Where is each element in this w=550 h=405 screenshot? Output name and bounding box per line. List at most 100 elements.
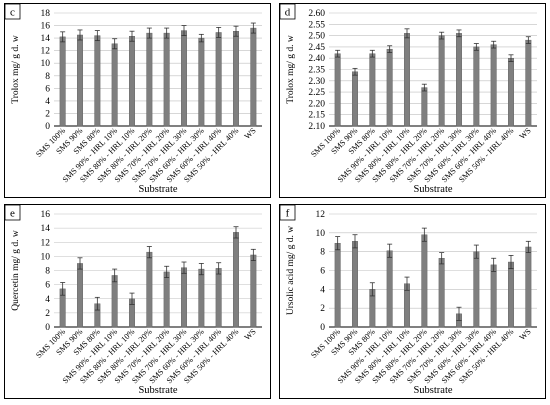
- y-tick-label: 0: [45, 122, 50, 132]
- y-tick-label: 6: [45, 281, 50, 291]
- y-tick-label: 2.45: [308, 43, 325, 53]
- bar: [490, 264, 497, 328]
- bar: [525, 39, 532, 127]
- bar: [215, 268, 222, 328]
- y-tick-label: 2.50: [308, 32, 325, 42]
- y-tick-label: 2.10: [308, 122, 325, 132]
- y-tick-label: 8: [320, 248, 325, 258]
- y-tick-label: 0: [320, 323, 325, 333]
- y-tick-label: 10: [41, 59, 51, 69]
- bar: [59, 36, 66, 127]
- bar: [421, 87, 428, 127]
- bar: [163, 271, 170, 328]
- y-tick-label: 2: [45, 109, 50, 119]
- panel-label-box: [279, 3, 296, 20]
- bar: [233, 232, 239, 328]
- bar: [77, 34, 83, 127]
- y-tick-label: 6: [45, 84, 50, 94]
- bar: [334, 53, 341, 127]
- y-tick-label: 18: [41, 9, 51, 19]
- y-tick-label: 6: [320, 267, 325, 277]
- panel-label-box: [4, 3, 21, 20]
- bar: [352, 241, 358, 328]
- bar: [77, 263, 83, 328]
- y-tick-label: 14: [41, 224, 51, 234]
- bar: [181, 30, 187, 127]
- bar: [129, 36, 135, 127]
- x-axis-label: Substrate: [138, 184, 177, 195]
- y-tick-label: 2.40: [308, 54, 325, 64]
- bar: [473, 46, 480, 127]
- y-tick-label: 2.25: [308, 88, 325, 98]
- panel-label: f: [286, 208, 290, 220]
- x-axis-label: Substrate: [413, 184, 452, 195]
- panel-frame: [4, 204, 271, 399]
- y-tick-label: 12: [41, 47, 51, 57]
- y-tick-label: 16: [41, 22, 51, 32]
- y-tick-label: 2.20: [308, 99, 325, 109]
- bar: [525, 246, 532, 328]
- y-tick-label: 2.15: [308, 111, 325, 121]
- bar: [456, 33, 462, 127]
- bar: [508, 58, 514, 127]
- bar: [215, 32, 222, 127]
- y-tick-label: 8: [45, 72, 50, 82]
- y-tick-label: 2: [320, 304, 325, 314]
- bar: [386, 250, 393, 328]
- bar: [404, 33, 410, 127]
- panel-label: e: [10, 208, 15, 220]
- panel-frame: [4, 3, 271, 198]
- y-tick-label: 4: [45, 97, 50, 107]
- y-tick-label: 14: [41, 34, 51, 44]
- bar: [198, 37, 205, 127]
- bar: [111, 275, 118, 328]
- y-tick-label: 16: [41, 210, 51, 220]
- y-tick-label: 4: [45, 295, 50, 305]
- y-axis-label: Ursolic acid mg/ g d. w: [286, 226, 296, 315]
- bar: [352, 71, 358, 127]
- y-tick-label: 8: [45, 267, 50, 277]
- bar: [250, 254, 257, 328]
- chart-panel-e: e 0 2 4 6 8 10 12 14 16 Quercetin mg/ g d. w SMS 10…: [4, 204, 271, 399]
- bar: [508, 261, 514, 328]
- panel-frame: [279, 204, 546, 399]
- y-axis-label: Trolox mg/ g d. w: [286, 35, 296, 104]
- bar: [421, 234, 428, 328]
- y-tick-label: 10: [41, 252, 51, 262]
- chart-panel-d: d 2.10 2.15 2.20 2.25 2.30 2.35 2.40 2.45 2.50 2.5…: [279, 3, 546, 198]
- bar: [250, 27, 257, 127]
- y-axis-label: Quercetin mg/ g d. w: [11, 230, 21, 311]
- panel-label: d: [285, 7, 291, 19]
- y-axis-label: Trolox mg/ g d. w: [11, 35, 21, 104]
- bar: [94, 35, 101, 127]
- y-tick-label: 10: [316, 229, 326, 239]
- bar: [146, 251, 153, 328]
- bar: [490, 44, 497, 127]
- y-tick-label: 12: [41, 238, 51, 248]
- x-axis-label: Substrate: [413, 385, 452, 396]
- bar: [146, 32, 153, 127]
- panel-label-box: [279, 204, 296, 221]
- bar: [438, 258, 445, 328]
- bar: [198, 268, 205, 328]
- y-tick-label: 2: [45, 309, 50, 319]
- y-tick-label: 4: [320, 285, 325, 295]
- bar: [163, 32, 170, 127]
- bar: [233, 31, 239, 127]
- bar: [334, 242, 341, 328]
- chart-panel-f: f 0 2 4 6 8 10 12 Ursolic acid mg/ g d. w SMS 100…: [279, 204, 546, 399]
- y-tick-label: 2.30: [308, 77, 325, 87]
- chart-panel-c: c 0 2 4 6 8 10 12 14 16 18 Trolox mg/ g d. w SMS 100…: [4, 3, 271, 198]
- y-tick-label: 12: [316, 210, 326, 220]
- panel-label-box: [4, 204, 21, 221]
- y-tick-label: 2.35: [308, 66, 325, 76]
- chart-svg-d: d 2.102.15 2.202.252.302.35 2.402.452.50 2.5…: [279, 3, 546, 198]
- bar: [473, 251, 480, 328]
- bar: [181, 267, 187, 328]
- x-axis-label: Substrate: [138, 385, 177, 396]
- bar: [369, 53, 376, 127]
- y-tick-label: 2.60: [308, 9, 325, 19]
- bar: [111, 43, 118, 127]
